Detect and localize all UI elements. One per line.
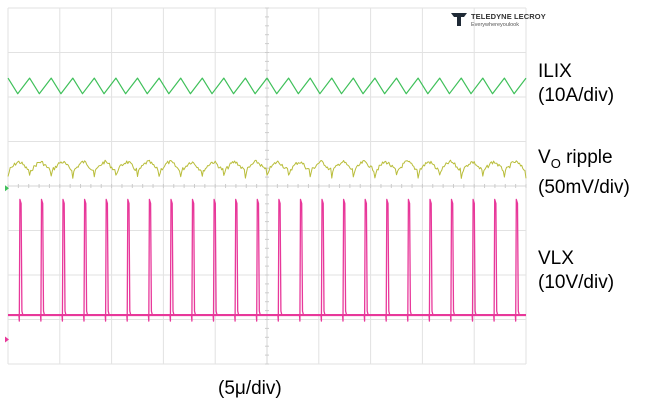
oscilloscope-plot (5, 7, 527, 365)
vlx-label: VLX (10V/div) (538, 247, 614, 295)
vo-ripple-trace (7, 159, 527, 179)
ilix-name: ILIX (538, 61, 572, 82)
logo-name: TELEDYNE LECROY (471, 12, 546, 21)
scope-grid (7, 7, 527, 365)
scope-traces (5, 77, 527, 343)
vlx-ground-marker (5, 336, 9, 343)
ilix-label: ILIX (10A/div) (538, 60, 614, 108)
teledyne-lecroy-logo: TELEDYNE LECROY Everywhereyoulook (451, 13, 546, 29)
teledyne-logo-icon (451, 13, 467, 26)
logo-tagline: Everywhereyoulook (471, 22, 519, 28)
vo-ripple-label: VO ripple (50mV/div) (538, 146, 630, 200)
vlx-name: VLX (538, 248, 574, 269)
ilix-scale: (10A/div) (538, 85, 615, 106)
vo-ripple-name: VO ripple (538, 147, 613, 171)
ilix-trace (7, 77, 527, 95)
timebase-label: (5μ/div) (218, 378, 282, 399)
ilix-ground-marker (5, 185, 9, 192)
vlx-scale: (10V/div) (538, 272, 615, 293)
vo-ripple-scale: (50mV/div) (538, 176, 630, 198)
